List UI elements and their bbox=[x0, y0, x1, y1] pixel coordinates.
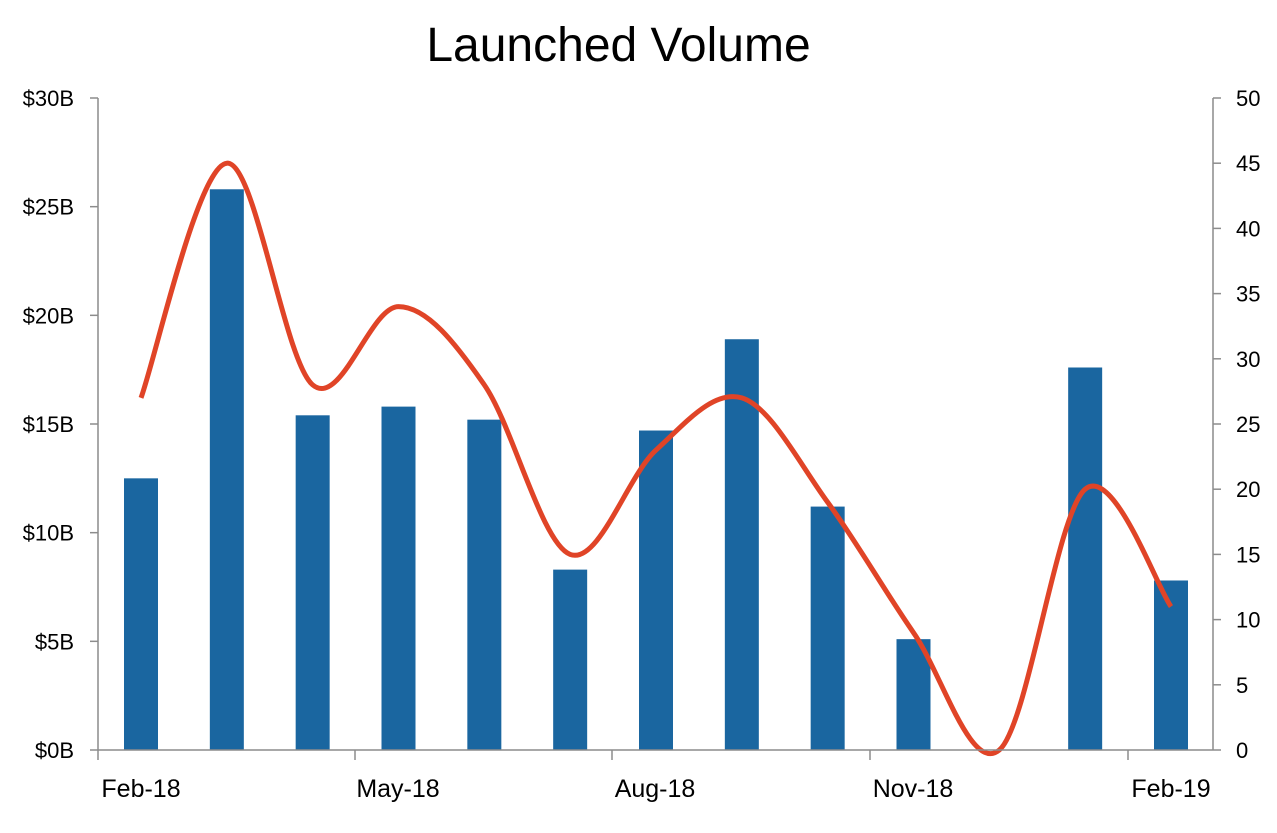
axes-group: $0B $5B $10B $15B $20B $25B $30B 0 5 10 15 20 25 30 35… bbox=[23, 86, 1261, 803]
y-right-tick-label: 25 bbox=[1236, 412, 1260, 437]
y-left-tick-label: $15B bbox=[23, 412, 74, 437]
y-right-tick-label: 10 bbox=[1236, 608, 1260, 633]
y-left-tick-label: $5B bbox=[35, 629, 74, 654]
y-right-tick-label: 40 bbox=[1236, 216, 1260, 241]
bar bbox=[467, 419, 502, 750]
y-right-tick-label: 15 bbox=[1236, 542, 1260, 567]
y-right-tick-label: 35 bbox=[1236, 282, 1260, 307]
bar bbox=[295, 415, 330, 750]
bar bbox=[553, 569, 588, 750]
bar bbox=[896, 639, 931, 750]
bar bbox=[810, 506, 845, 750]
y-left-tick-label: $0B bbox=[35, 738, 74, 763]
x-tick-label: Feb-19 bbox=[1131, 775, 1210, 803]
line-series bbox=[138, 160, 1174, 756]
x-tick-label: May-18 bbox=[356, 775, 439, 803]
x-tick-label: Feb-18 bbox=[101, 775, 180, 803]
bar bbox=[381, 406, 416, 750]
bar bbox=[1068, 367, 1103, 750]
bar bbox=[639, 430, 673, 750]
bar bbox=[209, 189, 244, 750]
bar bbox=[124, 478, 158, 750]
y-right-tick-label: 45 bbox=[1236, 151, 1260, 176]
y-right-tick-label: 20 bbox=[1236, 477, 1260, 502]
y-right-tick-label: 50 bbox=[1236, 86, 1260, 111]
bar bbox=[724, 339, 759, 750]
y-left-tick-label: $30B bbox=[23, 86, 74, 111]
x-tick-label: Nov-18 bbox=[873, 775, 954, 803]
y-left-tick-label: $10B bbox=[23, 521, 74, 546]
bar bbox=[1154, 580, 1188, 750]
line-group bbox=[138, 160, 1174, 756]
y-right-tick-label: 5 bbox=[1236, 673, 1248, 698]
x-tick-label: Aug-18 bbox=[615, 775, 696, 803]
y-right-tick-label: 0 bbox=[1236, 738, 1248, 763]
y-left-tick-label: $25B bbox=[23, 195, 74, 220]
bar-group bbox=[124, 189, 1188, 750]
y-right-tick-label: 30 bbox=[1236, 347, 1260, 372]
chart-title: Launched Volume bbox=[426, 19, 811, 72]
y-left-tick-label: $20B bbox=[23, 303, 74, 328]
